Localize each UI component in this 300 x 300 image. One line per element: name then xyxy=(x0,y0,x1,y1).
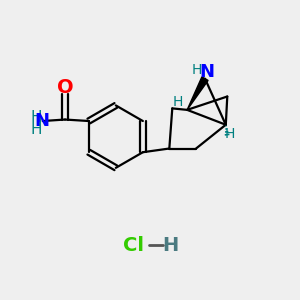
Text: N: N xyxy=(199,63,214,81)
Polygon shape xyxy=(187,77,208,110)
Text: H: H xyxy=(173,95,183,110)
Text: Cl: Cl xyxy=(123,236,144,255)
Text: H: H xyxy=(163,236,179,255)
Text: O: O xyxy=(57,78,73,97)
Text: H: H xyxy=(30,110,42,125)
Text: H: H xyxy=(225,127,236,141)
Text: H: H xyxy=(191,63,202,77)
Text: H: H xyxy=(30,122,42,137)
Text: N: N xyxy=(34,112,49,130)
